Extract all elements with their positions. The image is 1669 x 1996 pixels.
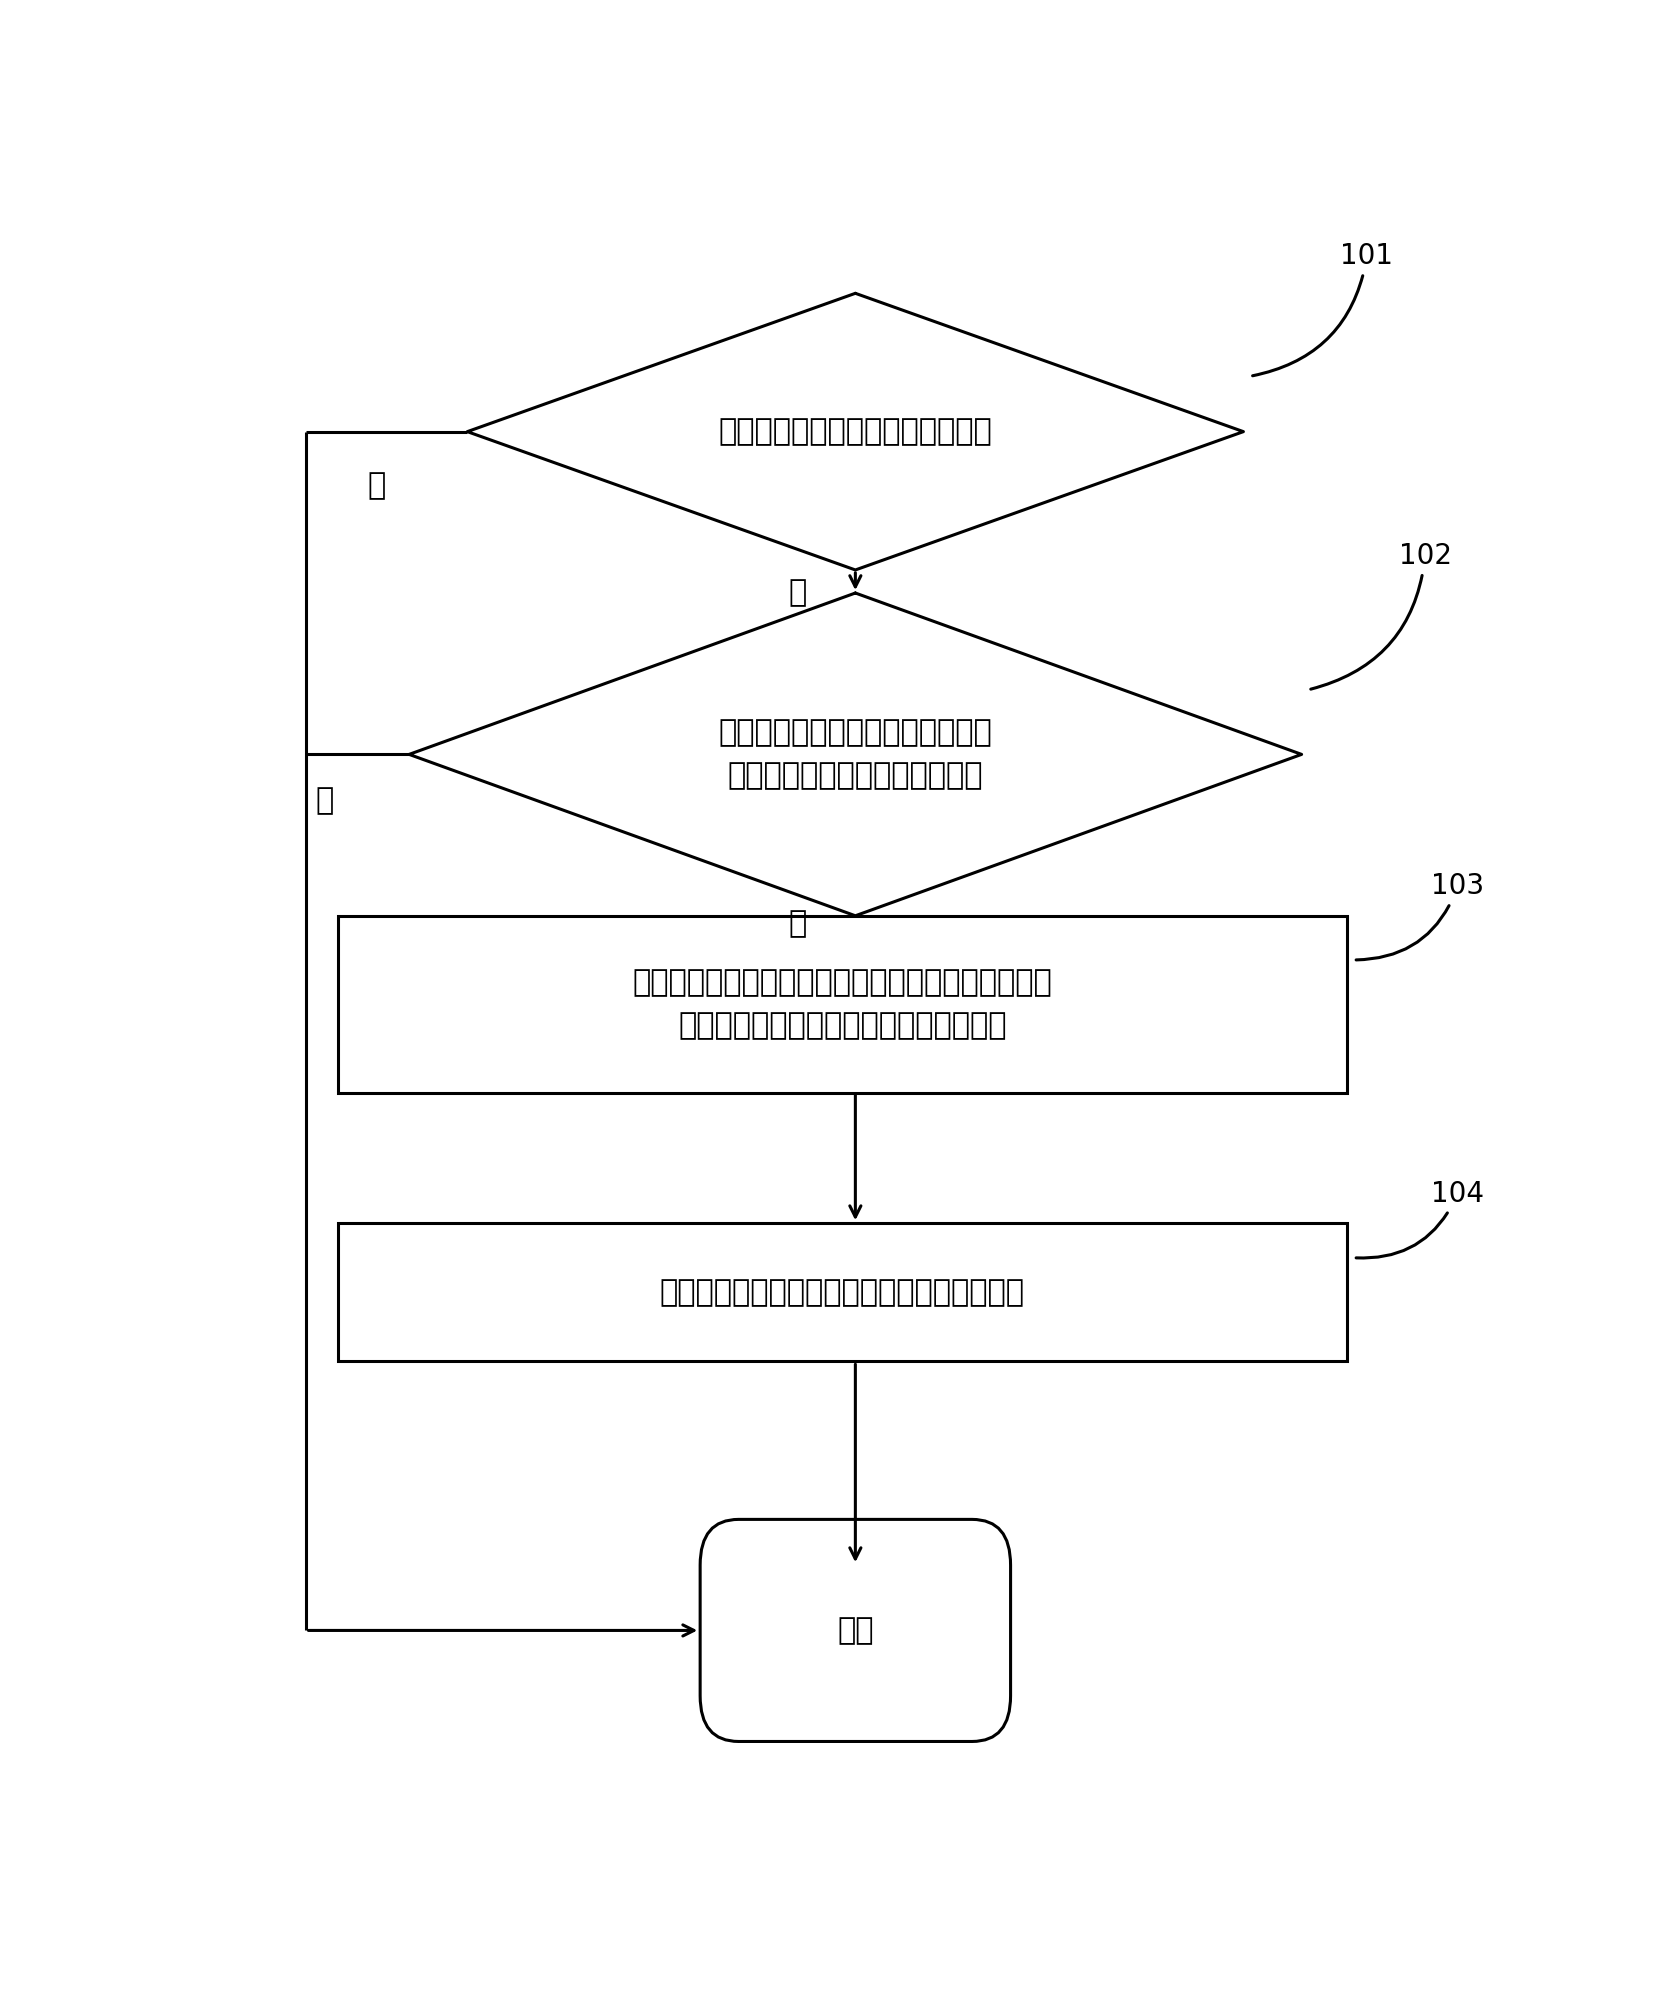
Text: 104: 104 bbox=[1357, 1180, 1484, 1257]
Text: 是: 是 bbox=[788, 579, 806, 607]
Text: 结束: 结束 bbox=[838, 1617, 873, 1645]
FancyBboxPatch shape bbox=[701, 1519, 1010, 1741]
Text: 101: 101 bbox=[1253, 242, 1394, 375]
Text: 检测触摸屏的扫描频率与开关充电
器的开关频率是否存在共模干扰: 检测触摸屏的扫描频率与开关充电 器的开关频率是否存在共模干扰 bbox=[718, 719, 993, 790]
Text: 102: 102 bbox=[1310, 543, 1452, 689]
FancyBboxPatch shape bbox=[337, 916, 1347, 1092]
Text: 将触摸屏当前的扫描频率调整为第一扫描频率: 将触摸屏当前的扫描频率调整为第一扫描频率 bbox=[659, 1277, 1025, 1307]
Text: 是: 是 bbox=[788, 908, 806, 938]
Text: 否: 否 bbox=[367, 471, 386, 499]
Text: 否: 否 bbox=[315, 786, 334, 814]
Text: 检测当前是否使用开关充电器充电: 检测当前是否使用开关充电器充电 bbox=[718, 417, 993, 447]
Text: 从预先存储的多个扫描频率中，获取与开关充电器的
开关频率不存在共模干扰的第一扫描频率: 从预先存储的多个扫描频率中，获取与开关充电器的 开关频率不存在共模干扰的第一扫描… bbox=[633, 968, 1051, 1040]
Text: 103: 103 bbox=[1357, 872, 1484, 960]
FancyBboxPatch shape bbox=[337, 1224, 1347, 1361]
